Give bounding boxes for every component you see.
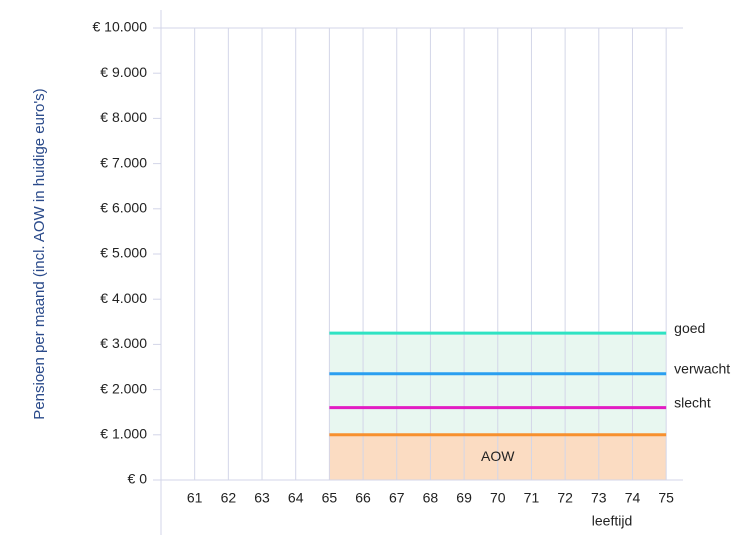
y-tick-label: € 2.000: [100, 380, 147, 396]
y-tick-label: € 3.000: [100, 335, 147, 351]
x-axis-title: leeftijd: [592, 513, 632, 529]
x-tick-label: 67: [389, 490, 405, 506]
x-tick-label: 69: [456, 490, 472, 506]
x-tick-label: 74: [625, 490, 641, 506]
x-tick-label: 70: [490, 490, 506, 506]
y-tick-label: € 0: [128, 471, 148, 487]
series-label: slecht: [674, 394, 711, 410]
series-label: verwacht: [674, 360, 730, 376]
y-axis-title: Pensioen per maand (incl. AOW in huidige…: [31, 88, 48, 419]
x-tick-label: 66: [355, 490, 371, 506]
series-label: goed: [674, 320, 705, 336]
x-tick-label: 64: [288, 490, 304, 506]
series-label: AOW: [481, 448, 515, 464]
y-tick-label: € 4.000: [100, 290, 147, 306]
y-tick-label: € 7.000: [100, 154, 147, 170]
x-tick-label: 61: [187, 490, 203, 506]
x-tick-label: 63: [254, 490, 270, 506]
x-tick-label: 68: [423, 490, 439, 506]
x-tick-label: 71: [524, 490, 540, 506]
y-tick-label: € 8.000: [100, 109, 147, 125]
y-tick-label: € 10.000: [93, 19, 148, 35]
x-tick-label: 72: [557, 490, 573, 506]
y-tick-label: € 5.000: [100, 245, 147, 261]
y-tick-label: € 1.000: [100, 426, 147, 442]
x-tick-label: 62: [221, 490, 237, 506]
x-tick-label: 75: [658, 490, 674, 506]
y-tick-label: € 6.000: [100, 200, 147, 216]
x-tick-label: 65: [322, 490, 338, 506]
x-tick-label: 73: [591, 490, 607, 506]
y-tick-label: € 9.000: [100, 64, 147, 80]
